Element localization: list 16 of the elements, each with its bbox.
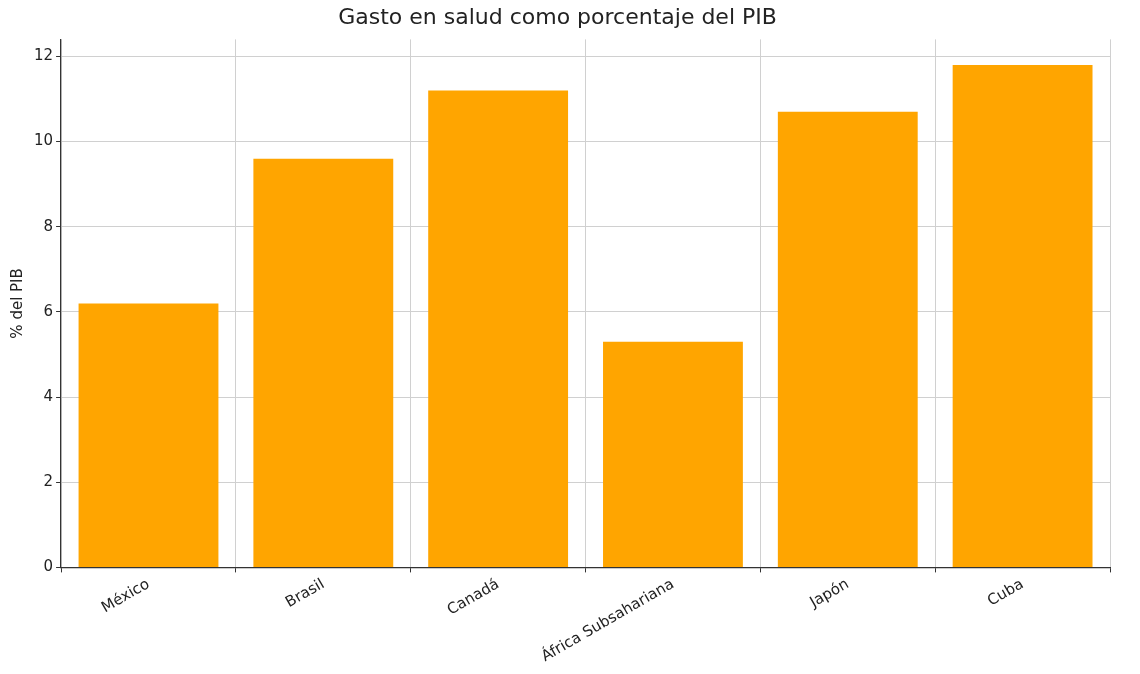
bar (78, 303, 219, 567)
y-tick-label: 6 (43, 301, 54, 320)
chart-title: Gasto en salud como porcentaje del PIB (338, 3, 777, 29)
x-tick-label: Cuba (984, 574, 1027, 610)
bar (253, 158, 394, 567)
y-tick-label: 4 (43, 386, 54, 405)
bar (603, 341, 743, 567)
y-tick-label: 2 (43, 472, 54, 491)
bar (952, 64, 1093, 567)
y-axis-title: % del PIB (7, 268, 26, 339)
y-tick-label: 8 (43, 216, 54, 235)
y-tick-label: 0 (43, 557, 54, 576)
bar (428, 90, 569, 567)
y-tick-label: 10 (33, 131, 54, 150)
y-tick-label: 12 (33, 46, 54, 65)
bar (777, 111, 918, 567)
